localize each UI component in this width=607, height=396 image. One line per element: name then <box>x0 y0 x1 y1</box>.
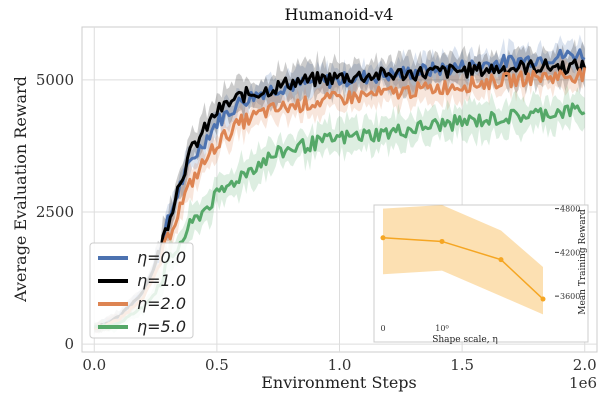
inset-y-tick-label: 4200 <box>560 248 580 257</box>
inset-x-tick-label: 10⁰ <box>435 324 448 333</box>
legend-box <box>89 242 194 339</box>
x-axis-title: Environment Steps <box>261 373 417 392</box>
legend-label: η=2.0 <box>137 294 186 313</box>
x-tick-label: 1.0 <box>328 356 352 374</box>
chart-title: Humanoid-v4 <box>285 5 394 24</box>
x-tick-label: 0.5 <box>205 356 229 374</box>
inset-point <box>540 296 546 302</box>
inset-tick-layer: 3600 4200 4800 0 10⁰ <box>380 205 580 333</box>
y-tick-label: 0 <box>64 335 74 353</box>
inset-line-layer <box>380 235 546 302</box>
inset-y-axis-title: Mean Training Reward <box>578 209 588 315</box>
inset-plot: 3600 4200 4800 0 10⁰ Shape scale, η Mean Tra… <box>373 204 589 345</box>
inset-y-tick-label: 4800 <box>560 205 580 214</box>
main-plot: 0.0 0.5 1.0 1.5 2.0 0 2500 5000 Humanoid-v4 Env… <box>11 5 598 392</box>
inset-point <box>439 238 445 244</box>
inset-line <box>382 237 544 300</box>
series-line <box>94 67 587 330</box>
x-tick-label: 2.0 <box>573 356 597 374</box>
x-offset-label: 1e6 <box>569 374 597 392</box>
y-tick-label: 2500 <box>36 203 74 221</box>
inset-background <box>373 204 589 343</box>
y-axis-title: Average Evaluation Reward <box>11 76 30 303</box>
legend-label: η=5.0 <box>137 317 186 336</box>
legend-label: η=0.0 <box>137 248 186 267</box>
inset-band <box>383 205 543 315</box>
legend: η=0.0 η=1.0 η=2.0 η=5.0 <box>89 242 194 339</box>
x-tick-label: 1.5 <box>450 356 474 374</box>
inset-x-axis-title: Shape scale, η <box>432 335 498 345</box>
inset-point <box>498 257 504 263</box>
series-band <box>94 53 585 334</box>
legend-label: η=1.0 <box>137 271 186 290</box>
x-tick-label: 0.0 <box>82 356 106 374</box>
inset-x-tick-label: 0 <box>380 324 385 333</box>
inset-y-tick-label: 3600 <box>560 292 580 301</box>
series-line <box>94 58 587 330</box>
tick-layer: 0.0 0.5 1.0 1.5 2.0 0 2500 5000 <box>36 71 597 374</box>
inset-point <box>380 235 386 241</box>
inset-band-layer <box>383 205 543 315</box>
y-tick-label: 5000 <box>36 71 74 89</box>
